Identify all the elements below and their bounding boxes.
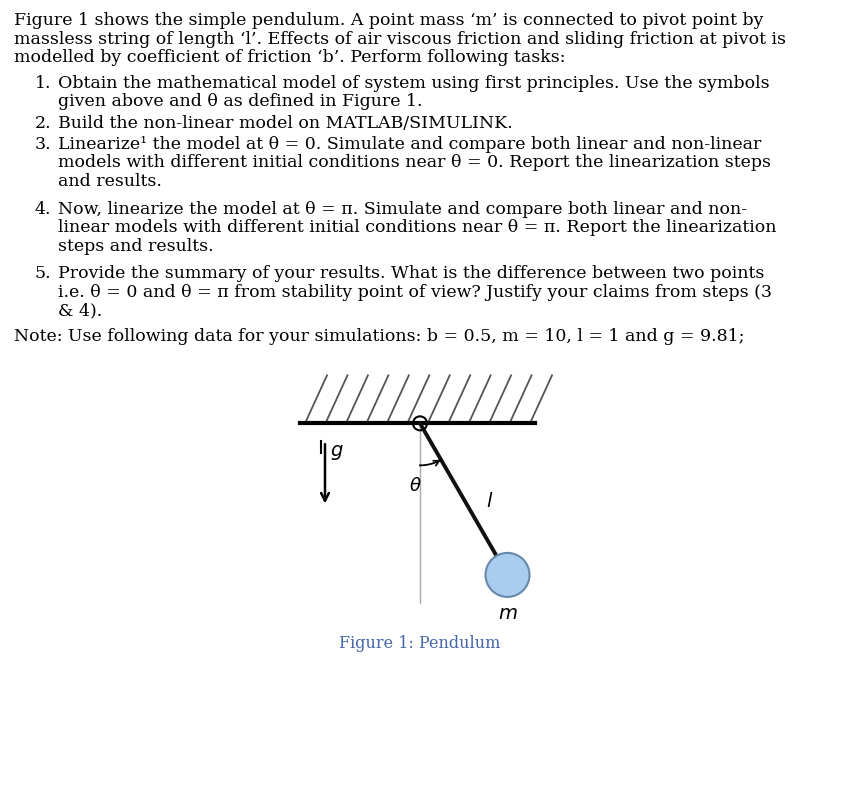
Text: Figure 1 shows the simple pendulum. A point mass ‘m’ is connected to pivot point: Figure 1 shows the simple pendulum. A po… [14,12,764,29]
Text: modelled by coefficient of friction ‘b’. Perform following tasks:: modelled by coefficient of friction ‘b’.… [14,49,565,66]
Text: i.e. θ = 0 and θ = π from stability point of view? Justify your claims from step: i.e. θ = 0 and θ = π from stability poin… [58,284,772,301]
Text: given above and θ as defined in Figure 1.: given above and θ as defined in Figure 1… [58,93,422,110]
Text: models with different initial conditions near θ = 0. Report the linearization st: models with different initial conditions… [58,154,771,171]
Text: steps and results.: steps and results. [58,238,214,255]
Text: $\theta$: $\theta$ [409,478,421,496]
Text: Obtain the mathematical model of system using first principles. Use the symbols: Obtain the mathematical model of system … [58,75,770,92]
Text: 5.: 5. [35,265,51,282]
Text: linear models with different initial conditions near θ = π. Report the lineariza: linear models with different initial con… [58,219,776,236]
Text: Figure 1: Pendulum: Figure 1: Pendulum [339,635,500,652]
Text: Build the non-linear model on MATLAB/SIMULINK.: Build the non-linear model on MATLAB/SIM… [58,114,513,131]
Text: $l$: $l$ [486,492,494,511]
Circle shape [485,553,530,597]
Text: $g$: $g$ [330,444,344,462]
Text: 3.: 3. [35,136,51,153]
Text: and results.: and results. [58,173,161,190]
Text: Note: Use following data for your simulations: b = 0.5, m = 10, l = 1 and g = 9.: Note: Use following data for your simula… [14,328,744,345]
Text: massless string of length ‘l’. Effects of air viscous friction and sliding frict: massless string of length ‘l’. Effects o… [14,31,786,48]
Text: 4.: 4. [35,200,51,217]
Text: 1.: 1. [35,75,51,92]
Text: 2.: 2. [35,114,51,131]
Text: Linearize¹ the model at θ = 0. Simulate and compare both linear and non-linear: Linearize¹ the model at θ = 0. Simulate … [58,136,761,153]
Text: Now, linearize the model at θ = π. Simulate and compare both linear and non-: Now, linearize the model at θ = π. Simul… [58,200,747,217]
Text: Provide the summary of your results. What is the difference between two points: Provide the summary of your results. Wha… [58,265,764,282]
Text: & 4).: & 4). [58,303,103,320]
Text: $m$: $m$ [498,605,517,623]
